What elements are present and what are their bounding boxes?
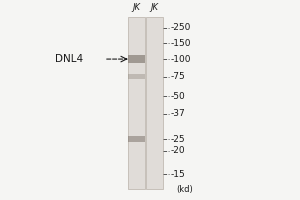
Bar (146, 17, 163, 189)
Bar (128, 74, 145, 79)
Text: -37: -37 (171, 109, 186, 118)
Text: JK: JK (151, 3, 158, 12)
Text: -250: -250 (171, 23, 191, 32)
Text: JK: JK (133, 3, 141, 12)
Bar (128, 136, 145, 142)
Text: (kd): (kd) (177, 185, 194, 194)
Text: -150: -150 (171, 39, 191, 48)
Bar (128, 55, 145, 63)
Text: -100: -100 (171, 55, 191, 64)
Text: -20: -20 (171, 146, 185, 155)
Text: DNL4: DNL4 (55, 54, 83, 64)
Text: -15: -15 (171, 170, 186, 179)
Text: -25: -25 (171, 135, 185, 144)
Bar (128, 17, 145, 189)
Text: -50: -50 (171, 92, 186, 101)
Text: -75: -75 (171, 72, 186, 81)
